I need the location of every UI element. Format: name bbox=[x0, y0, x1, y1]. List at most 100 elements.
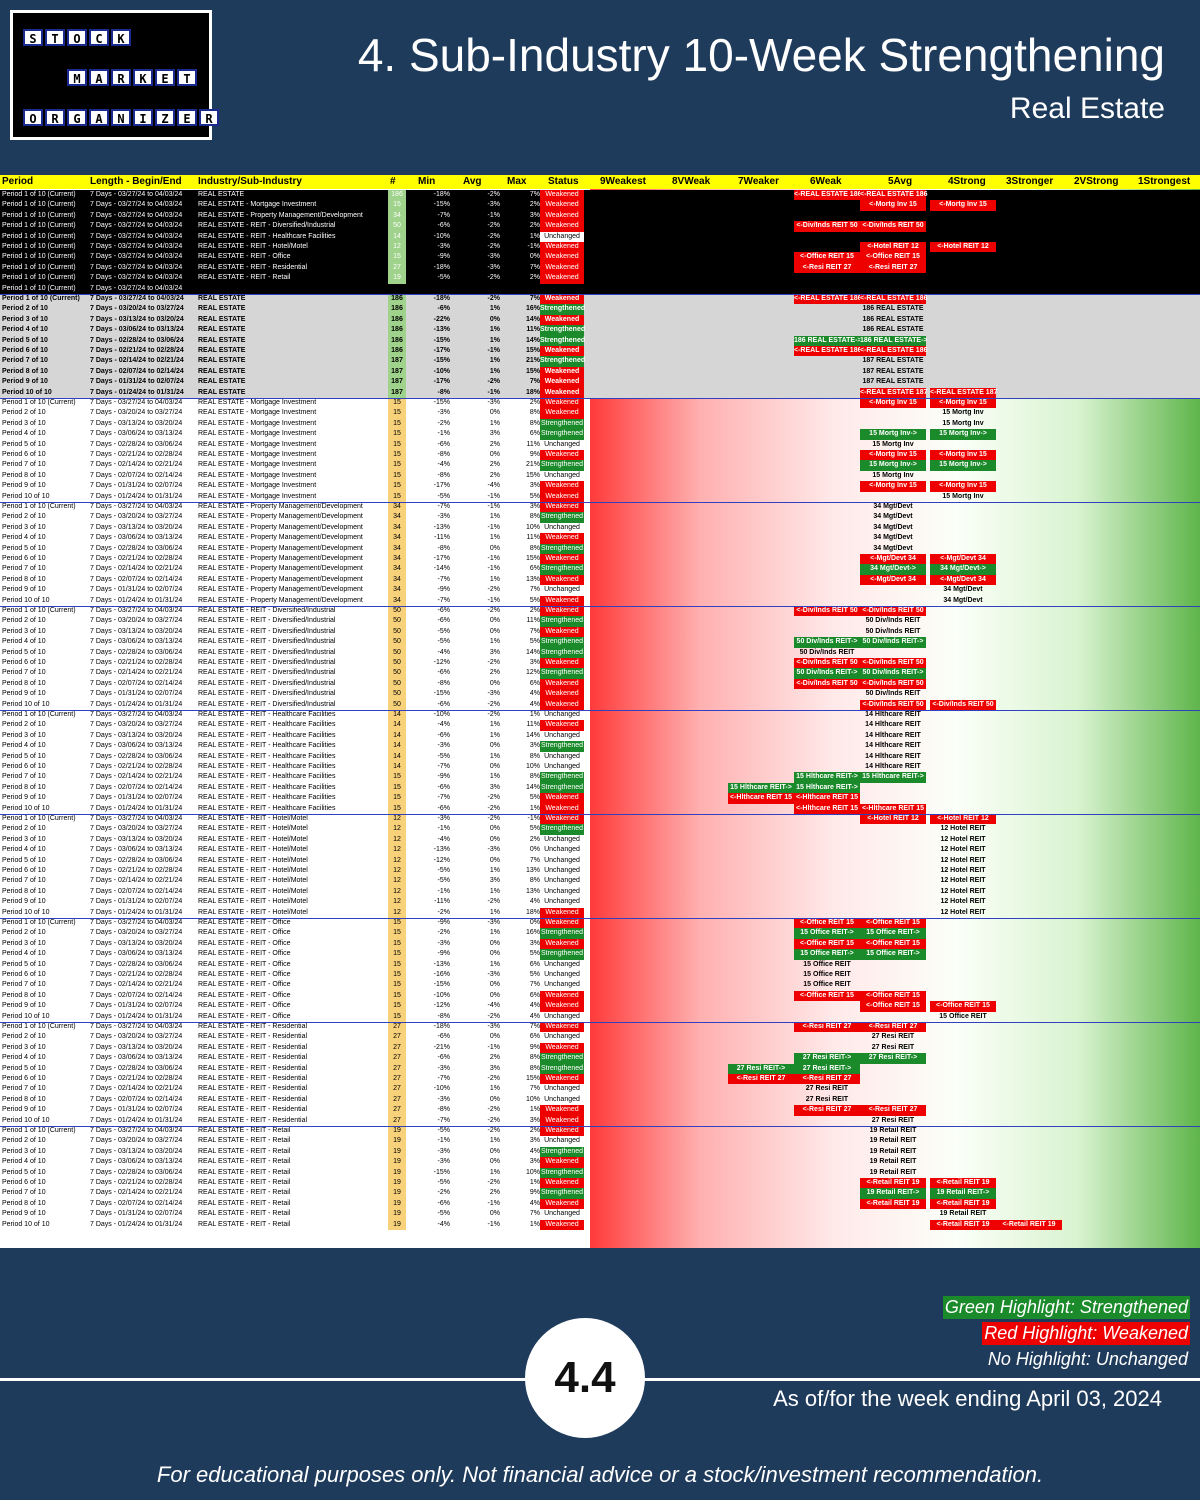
length-cell: 7 Days - 02/07/24 to 02/14/24 bbox=[90, 367, 184, 375]
industry-cell: REAL ESTATE bbox=[198, 315, 246, 323]
count-cell: 15 bbox=[388, 990, 406, 1002]
rating-label: <-Hlthcare REIT 15 bbox=[860, 803, 926, 814]
period-cell: Period 10 of 10 bbox=[2, 1012, 50, 1020]
rating-label: <-Office REIT 15 bbox=[794, 938, 860, 950]
length-cell: 7 Days - 03/20/24 to 03/27/24 bbox=[90, 513, 183, 521]
period-cell: Period 6 of 10 bbox=[2, 867, 46, 874]
min-cell: -9% bbox=[437, 919, 450, 926]
industry-cell: REAL ESTATE - REIT - Retail bbox=[198, 1189, 291, 1197]
period-cell: Period 10 of 10 bbox=[2, 1116, 50, 1124]
table-row: Period 4 of 10 7 Days - 03/06/24 to 03/13… bbox=[0, 845, 1200, 856]
avg-cell: -2% bbox=[487, 243, 500, 250]
industry-cell: REAL ESTATE - Mortgage Investment bbox=[198, 461, 317, 469]
industry-cell: REAL ESTATE - REIT - Residential bbox=[198, 1023, 308, 1030]
length-cell: 7 Days - 01/31/24 to 02/07/24 bbox=[90, 586, 183, 594]
rating-label: 34 Mgt/Devt bbox=[873, 534, 913, 542]
rating-label: <-Div/Inds REIT 50 bbox=[860, 678, 926, 690]
avg-cell: -2% bbox=[487, 1075, 500, 1082]
rating-label: 19 Retail REIT bbox=[869, 1168, 917, 1176]
industry-cell: REAL ESTATE - REIT - Residential bbox=[198, 1033, 308, 1041]
table-row: Period 8 of 10 7 Days - 02/07/24 to 02/14… bbox=[0, 1198, 1200, 1210]
length-cell: 7 Days - 03/20/24 to 03/27/24 bbox=[90, 721, 183, 729]
status-cell: Weakened bbox=[540, 699, 584, 710]
count-cell: 19 bbox=[388, 1157, 406, 1168]
table-row: Period 1 of 10 (Current) 7 Days - 03/27/2… bbox=[0, 918, 1200, 929]
status-cell: Strengthened bbox=[540, 824, 584, 835]
rating-label: <-Hlthcare REIT 15 bbox=[728, 793, 794, 804]
rating-label: <-Hotel REIT 12 bbox=[930, 814, 996, 825]
min-cell: -6% bbox=[437, 607, 450, 614]
min-cell: -4% bbox=[437, 721, 450, 729]
industry-cell: REAL ESTATE - REIT - Residential bbox=[198, 1054, 308, 1062]
table-row: Period 1 of 10 (Current) 7 Days - 03/27/2… bbox=[0, 1022, 1200, 1033]
avg-cell: 2% bbox=[489, 1189, 500, 1197]
count-cell: 19 bbox=[388, 273, 406, 284]
length-cell: 7 Days - 03/27/24 to 04/03/24 bbox=[90, 815, 183, 822]
rating-label: <-Resi REIT 27 bbox=[860, 1022, 926, 1033]
rating-label: 12 Hotel REIT bbox=[940, 825, 986, 833]
period-cell: Period 8 of 10 bbox=[2, 679, 46, 687]
status-cell: Weakened bbox=[540, 1074, 584, 1085]
rating-label: 27 Resi REIT-> bbox=[728, 1063, 794, 1074]
count-cell: 27 bbox=[388, 1074, 406, 1085]
min-cell: -18% bbox=[433, 191, 450, 198]
rating-label: <-REAL ESTATE 186 bbox=[794, 346, 862, 357]
table-row: Period 1 of 10 (Current) 7 Days - 03/27/2… bbox=[0, 710, 1200, 721]
status-cell: Weakened bbox=[540, 678, 584, 690]
length-cell: 7 Days - 01/24/24 to 01/31/24 bbox=[90, 1116, 183, 1124]
length-cell: 7 Days - 02/28/24 to 03/06/24 bbox=[90, 1168, 183, 1176]
avg-cell: 1% bbox=[489, 326, 500, 334]
avg-cell: -1% bbox=[487, 347, 500, 354]
period-cell: Period 1 of 10 (Current) bbox=[2, 919, 76, 926]
avg-cell: -1% bbox=[487, 211, 500, 219]
logo-letter: Z bbox=[155, 109, 175, 126]
rating-label: 12 Hotel REIT bbox=[940, 908, 986, 916]
table-row: Period 3 of 10 7 Days - 03/13/24 to 03/20… bbox=[0, 1146, 1200, 1158]
rating-label: 19 Retail REIT bbox=[869, 1127, 917, 1134]
min-cell: -5% bbox=[437, 492, 450, 500]
industry-cell: REAL ESTATE - REIT - Diversified/Industr… bbox=[198, 669, 336, 677]
max-cell: 11% bbox=[526, 534, 541, 542]
count-cell: 50 bbox=[388, 668, 406, 679]
column-header: 6Weak bbox=[810, 176, 842, 187]
table-row: Period 5 of 10 7 Days - 02/28/24 to 03/06… bbox=[0, 855, 1200, 866]
industry-cell: REAL ESTATE - Mortgage Investment bbox=[198, 419, 317, 427]
industry-cell: REAL ESTATE - REIT - Healthcare Faciliti… bbox=[198, 731, 336, 739]
length-cell: 7 Days - 03/27/24 to 04/03/24 bbox=[90, 191, 183, 198]
status-cell: Weakened bbox=[540, 658, 584, 669]
length-cell: 7 Days - 03/06/24 to 03/13/24 bbox=[90, 326, 184, 334]
table-row: Period 9 of 10 7 Days - 01/31/24 to 02/07… bbox=[0, 689, 1200, 700]
max-cell: -1% bbox=[527, 815, 540, 822]
period-cell: Period 3 of 10 bbox=[2, 835, 46, 843]
min-cell: -8% bbox=[437, 471, 450, 479]
count-cell: 19 bbox=[388, 1188, 406, 1199]
rating-label: 15 Office REIT bbox=[803, 981, 851, 989]
rating-label: <-Hlthcare REIT 15 bbox=[794, 803, 860, 814]
max-cell: 16% bbox=[525, 305, 540, 313]
length-cell: 7 Days - 02/28/24 to 03/06/24 bbox=[90, 440, 183, 448]
period-cell: Period 10 of 10 bbox=[2, 804, 50, 812]
rating-label: 34 Mgt/Devt bbox=[873, 523, 913, 531]
industry-cell: REAL ESTATE bbox=[198, 367, 246, 375]
status-cell: Weakened bbox=[540, 1042, 584, 1054]
count-cell: 15 bbox=[388, 408, 406, 419]
count-cell: 50 bbox=[388, 678, 406, 690]
avg-cell: 0% bbox=[489, 742, 500, 750]
period-cell: Period 1 of 10 (Current) bbox=[2, 815, 76, 822]
status-cell: Strengthened bbox=[540, 564, 584, 575]
length-cell: 7 Days - 03/27/24 to 04/03/24 bbox=[90, 284, 183, 292]
period-cell: Period 4 of 10 bbox=[2, 534, 46, 542]
rating-label: 186 REAL ESTATE bbox=[862, 315, 924, 323]
min-cell: -6% bbox=[437, 1033, 450, 1041]
status-cell: Strengthened bbox=[540, 1053, 584, 1064]
avg-cell: 1% bbox=[489, 1137, 500, 1145]
rating-label: 14 Hlthcare REIT bbox=[865, 721, 921, 729]
status-cell: Unchanged bbox=[540, 439, 584, 450]
status-cell: Weakened bbox=[540, 450, 584, 461]
column-header: Length - Begin/End bbox=[90, 176, 182, 187]
industry-cell: REAL ESTATE - REIT - Diversified/Industr… bbox=[198, 617, 336, 625]
table-row: Period 7 of 10 7 Days - 02/14/24 to 02/21… bbox=[0, 876, 1200, 887]
length-cell: 7 Days - 03/13/24 to 03/20/24 bbox=[90, 419, 183, 427]
avg-cell: -2% bbox=[487, 815, 500, 822]
period-cell: Period 4 of 10 bbox=[2, 742, 46, 750]
